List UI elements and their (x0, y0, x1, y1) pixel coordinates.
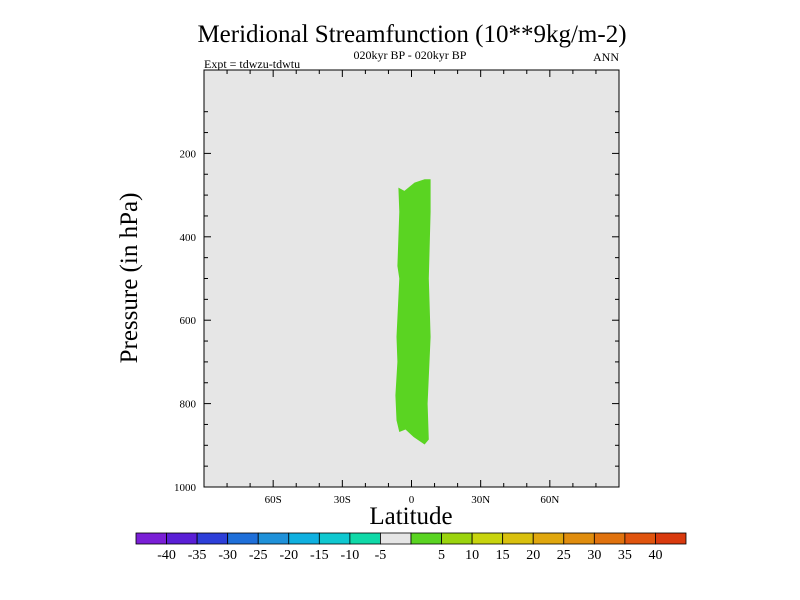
colorbar-label: -30 (218, 548, 237, 563)
contour-region-0 (395, 179, 431, 445)
colorbar-swatch (471, 532, 504, 545)
colorbar-swatch (196, 532, 229, 545)
colorbar-swatch (135, 532, 167, 545)
colorbar-label: 30 (587, 548, 601, 563)
colorbar-swatch (655, 532, 687, 545)
colorbar-label: -25 (249, 548, 268, 563)
colorbar-swatch (532, 532, 565, 545)
x-axis-title: Latitude (369, 503, 452, 530)
colorbar-swatch (166, 532, 198, 545)
colorbar-swatch (349, 532, 381, 545)
x-tick-label: 30N (471, 494, 490, 506)
colorbar-label: 25 (557, 548, 571, 563)
colorbar: -40 -35 -30 -25 -20 -15 -10 -5 5 10 15 20 25 30 35 40 (135, 532, 687, 563)
colorbar-label: -5 (375, 548, 387, 563)
x-tick-label: 0 (409, 494, 415, 506)
chart-subtitle-center: 020kyr BP - 020kyr BP (354, 48, 467, 62)
chart-title: Meridional Streamfunction (10**9kg/m-2) (197, 21, 626, 48)
colorbar-swatch (288, 532, 320, 545)
x-tick-label: 30S (334, 494, 351, 506)
colorbar-swatch (593, 532, 626, 545)
chart-subtitle-left: Expt = tdwzu-tdwtu (204, 57, 300, 71)
colorbar-swatch (410, 532, 442, 545)
y-tick-label: 400 (180, 232, 197, 244)
colorbar-swatch (441, 532, 473, 545)
colorbar-label: -35 (188, 548, 207, 563)
colorbar-label: 15 (496, 548, 510, 563)
colorbar-label: -15 (310, 548, 329, 563)
colorbar-label: -40 (157, 548, 176, 563)
colorbar-swatch (624, 532, 656, 545)
colorbar-swatch (318, 532, 351, 545)
y-axis-title: Pressure (in hPa) (116, 193, 143, 364)
chart-subtitle-right: ANN (593, 50, 619, 64)
x-tick-label: 60S (265, 494, 282, 506)
colorbar-swatch (257, 532, 290, 545)
colorbar-swatch (380, 532, 412, 545)
colorbar-swatch (502, 532, 534, 545)
y-tick-label: 200 (180, 148, 197, 160)
x-tick-label: 60N (540, 494, 559, 506)
axis-ticks: 60S 30S 0 30N 60N 200 400 600 800 1000 (174, 70, 619, 506)
colorbar-label: -20 (279, 548, 298, 563)
y-tick-label: 800 (180, 399, 197, 411)
colorbar-swatch (563, 532, 595, 545)
colorbar-label: 35 (618, 548, 632, 563)
colorbar-label: 5 (438, 548, 445, 563)
colorbar-label: -10 (341, 548, 360, 563)
colorbar-swatch (227, 532, 259, 545)
colorbar-label: 10 (465, 548, 479, 563)
y-tick-label: 600 (180, 315, 197, 327)
plot-frame (203, 69, 620, 488)
y-tick-label: 1000 (174, 482, 197, 494)
colorbar-label: 20 (526, 548, 540, 563)
colorbar-label: 40 (648, 548, 662, 563)
contour-regions (395, 179, 431, 445)
